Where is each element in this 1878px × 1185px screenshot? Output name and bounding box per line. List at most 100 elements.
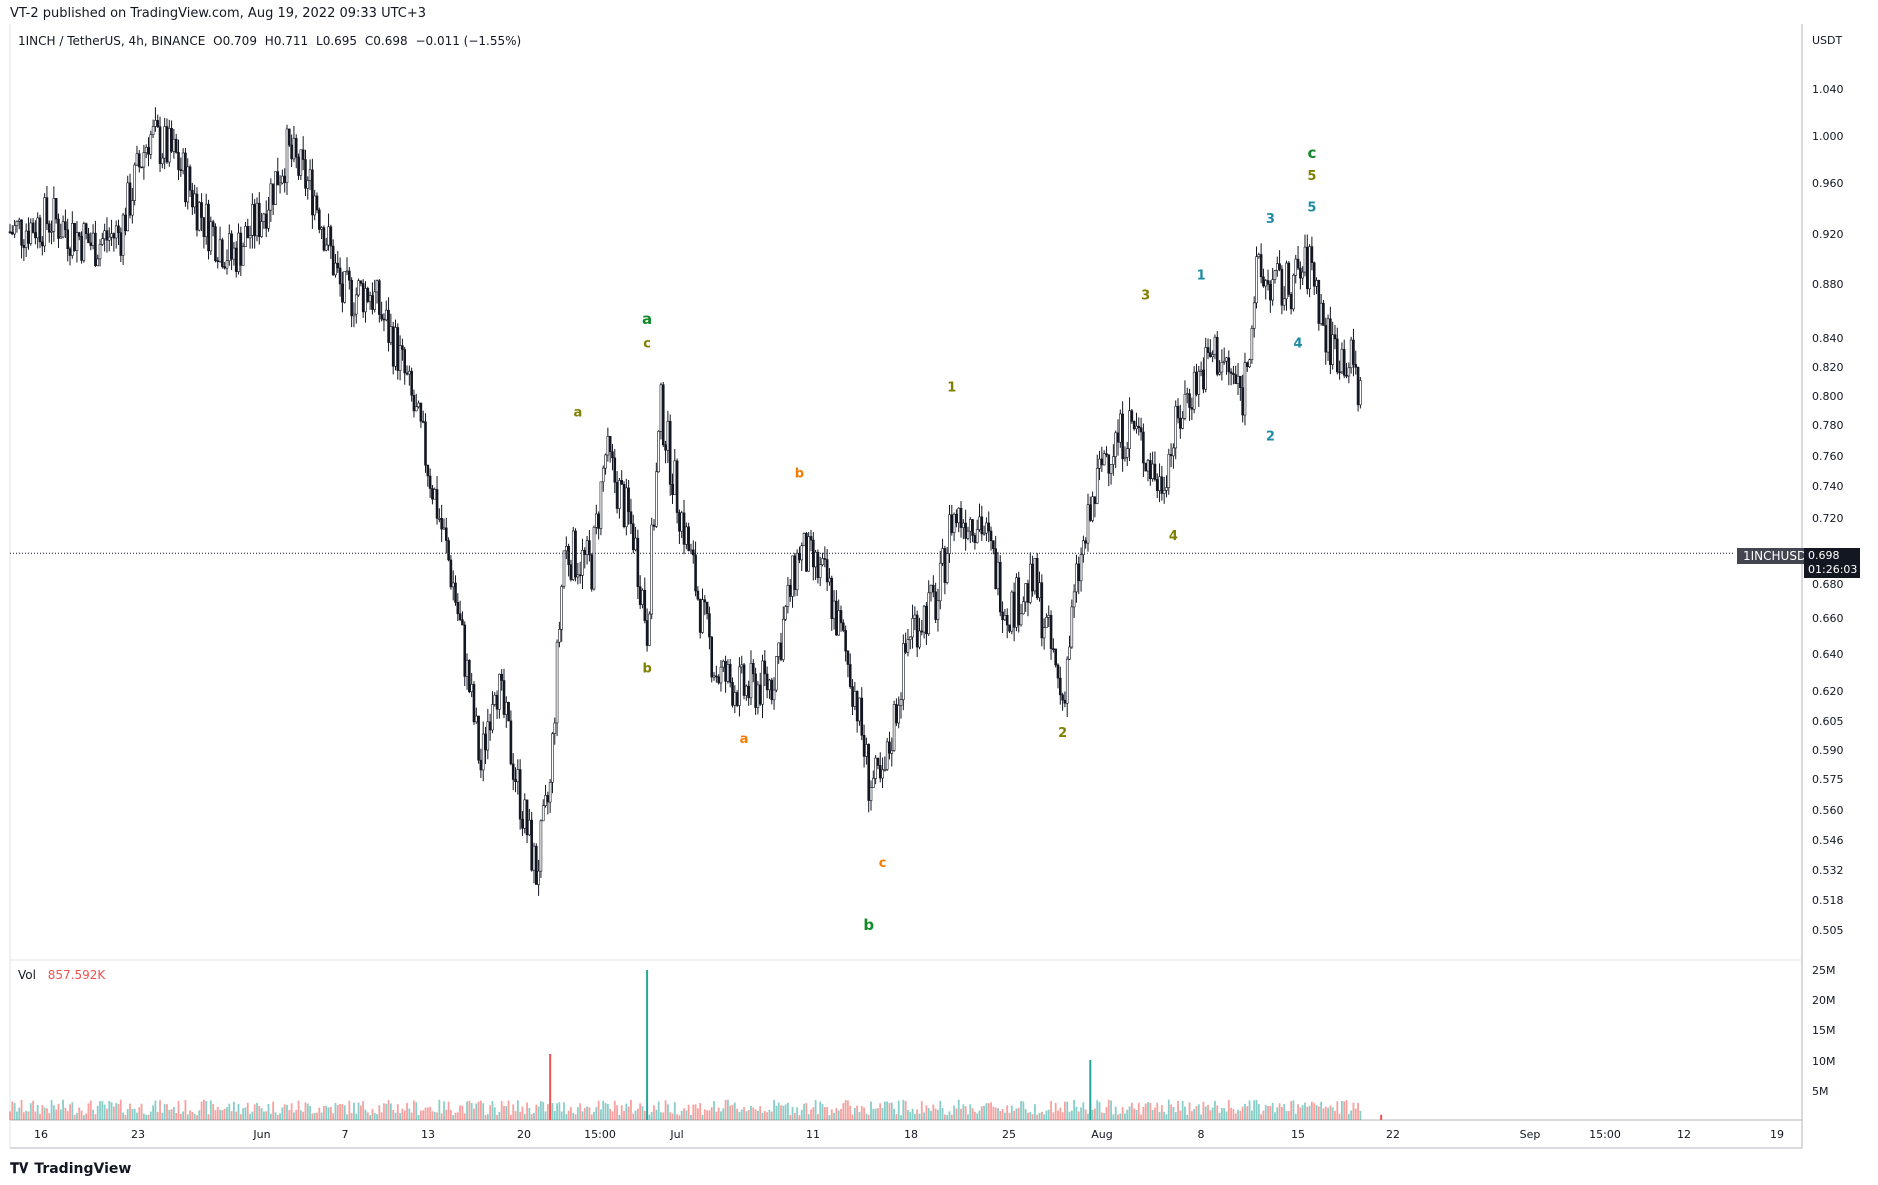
volume-bar <box>309 1105 311 1120</box>
volume-bar <box>486 1114 489 1120</box>
volume-bar <box>373 1112 376 1120</box>
candle-body <box>248 235 252 239</box>
volume-bar <box>1271 1102 1274 1120</box>
candle-body <box>652 524 656 527</box>
volume-bar <box>376 1114 378 1120</box>
wave-label: b <box>863 916 874 934</box>
volume-bar <box>844 1100 847 1120</box>
candle-body <box>890 750 894 754</box>
volume-bar <box>339 1103 341 1120</box>
volume-bar <box>55 1109 58 1120</box>
volume-bar <box>971 1108 974 1120</box>
volume-bar <box>837 1110 840 1120</box>
volume-bar <box>396 1104 399 1120</box>
time-tick-label: 19 <box>1770 1128 1784 1141</box>
volume-bar <box>57 1103 60 1120</box>
candle-body <box>659 384 663 432</box>
volume-bar <box>1315 1105 1318 1120</box>
volume-bar <box>1223 1108 1226 1120</box>
wave-label: c <box>1307 144 1316 162</box>
candle-body <box>936 600 940 620</box>
volume-bar <box>92 1109 94 1120</box>
volume-bar <box>311 1113 314 1120</box>
volume-bar <box>1006 1105 1009 1120</box>
volume-bar <box>29 1103 32 1120</box>
volume-bar <box>126 1109 129 1120</box>
candle-body <box>514 779 517 783</box>
candle-body <box>992 540 995 549</box>
candle-body <box>1160 476 1164 494</box>
wave-label: a <box>573 405 582 420</box>
candle-body <box>1132 421 1136 430</box>
volume-bar <box>789 1114 792 1120</box>
volume-bar <box>650 1111 653 1120</box>
candle-body <box>1294 258 1298 276</box>
volume-bar <box>438 1099 441 1120</box>
candle-body <box>809 536 813 541</box>
volume-bar <box>676 1114 679 1120</box>
volume-bar <box>290 1103 293 1120</box>
volume-bar <box>1107 1099 1110 1120</box>
candle-body <box>1255 256 1258 304</box>
candle-body <box>1299 267 1302 279</box>
volume-bar <box>1292 1100 1295 1120</box>
volume-bar <box>639 1103 642 1120</box>
candle-body <box>1282 298 1286 306</box>
volume-legend[interactable]: Vol 857.592K <box>18 968 105 982</box>
volume-bar <box>87 1103 90 1120</box>
candle-body <box>1119 413 1122 443</box>
volume-bar <box>796 1107 799 1120</box>
volume-bar <box>992 1106 995 1120</box>
candle-body <box>1028 563 1032 603</box>
tradingview-logo-icon: 𝐓𝐕 <box>10 1161 29 1177</box>
volume-bar <box>1158 1111 1161 1120</box>
candle-body <box>925 605 928 635</box>
volume-bar <box>276 1114 279 1120</box>
volume-bar <box>930 1110 932 1120</box>
candle-body <box>590 554 594 590</box>
volume-bar <box>477 1101 480 1120</box>
volume-bar <box>260 1108 263 1120</box>
volume-spike <box>646 970 649 1120</box>
volume-bar <box>401 1108 404 1120</box>
candle-body <box>36 217 40 239</box>
candle-body <box>357 280 360 296</box>
candle-body <box>758 684 762 705</box>
candle-body <box>417 402 420 408</box>
volume-bar <box>830 1109 833 1120</box>
volume-bar <box>694 1104 697 1120</box>
candle-body <box>770 679 774 701</box>
candle-body <box>119 232 123 256</box>
volume-bar <box>590 1114 593 1120</box>
volume-bar <box>664 1100 667 1120</box>
candle-body <box>17 219 21 222</box>
candle-body <box>791 555 794 597</box>
candle-body <box>865 744 868 757</box>
volume-bar <box>76 1112 78 1120</box>
volume-bar <box>1029 1112 1032 1120</box>
candle-body <box>1345 374 1348 377</box>
candle-body <box>735 692 739 706</box>
candle-body <box>474 715 478 723</box>
candle-body <box>687 526 690 551</box>
volume-bar <box>900 1115 902 1120</box>
price-tick-label: 0.800 <box>1812 390 1844 403</box>
symbol-legend[interactable]: 1INCH / TetherUS, 4h, BINANCE O0.709 H0.… <box>18 34 525 48</box>
footer-brand[interactable]: 𝐓𝐕 TradingView <box>10 1161 131 1177</box>
ohlc-close: C0.698 <box>364 34 408 48</box>
candle-body <box>442 527 446 530</box>
candle-body <box>929 584 933 594</box>
candle-body <box>872 778 875 788</box>
volume-bar <box>503 1105 505 1120</box>
volume-bar <box>1280 1107 1283 1120</box>
candle-body <box>846 650 850 665</box>
volume-bar <box>544 1111 547 1120</box>
volume-bar <box>586 1106 588 1120</box>
volume-bar <box>514 1111 517 1120</box>
candle-body <box>366 288 370 302</box>
candle-body <box>1243 362 1247 416</box>
volume-bar <box>378 1105 381 1120</box>
candle-body <box>449 559 453 588</box>
volume-bar <box>1285 1111 1288 1120</box>
